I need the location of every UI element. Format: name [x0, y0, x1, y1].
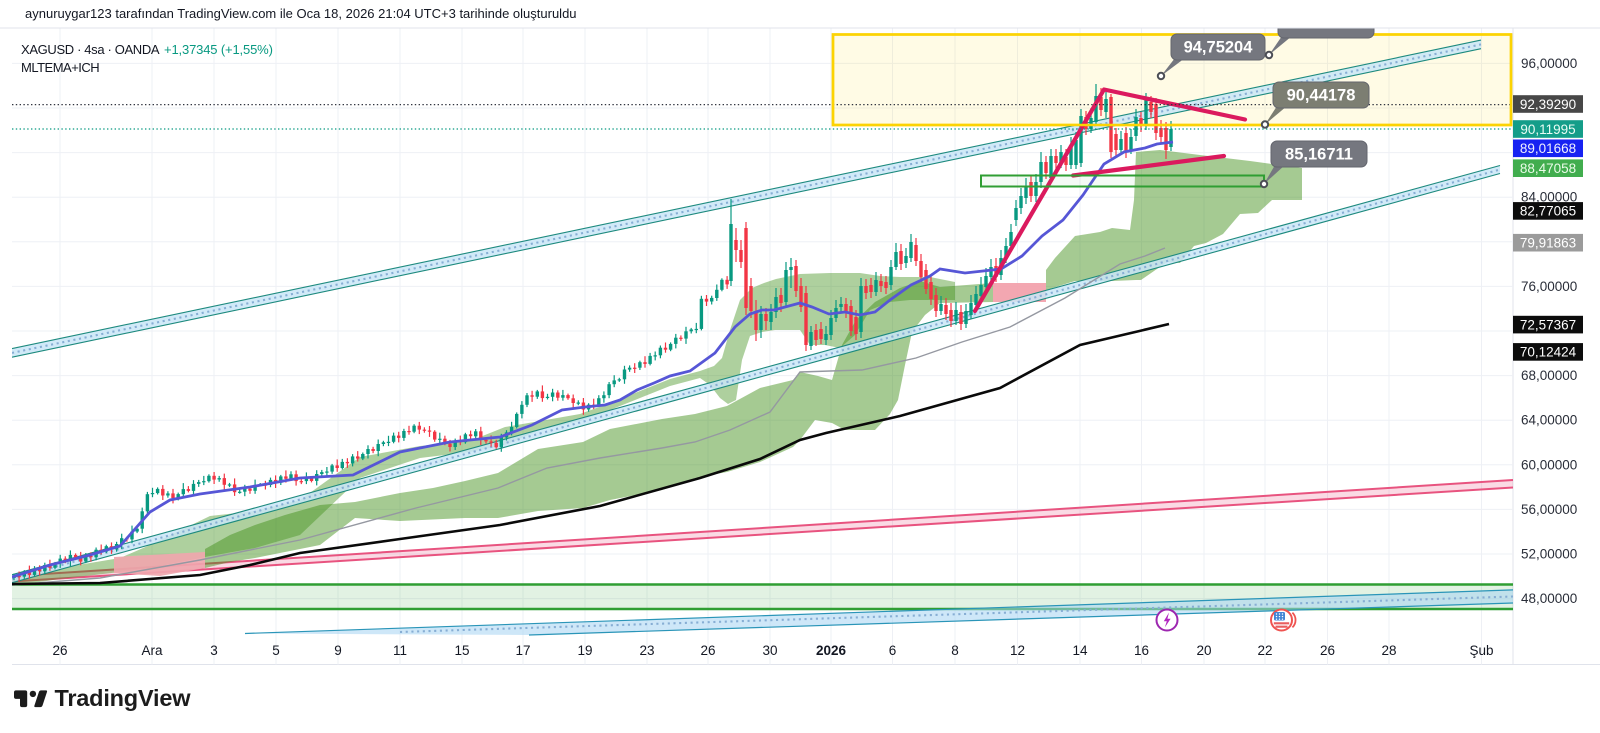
svg-text:17: 17: [515, 643, 530, 658]
svg-text:2026: 2026: [816, 643, 847, 658]
svg-text:70,12424: 70,12424: [1520, 345, 1577, 360]
svg-text:22: 22: [1257, 643, 1272, 658]
svg-text:89,01668: 89,01668: [1520, 141, 1576, 156]
svg-text:30: 30: [762, 643, 777, 658]
svg-text:92,39290: 92,39290: [1520, 97, 1576, 112]
svg-text:79,91863: 79,91863: [1520, 236, 1576, 251]
svg-text:26: 26: [700, 643, 715, 658]
svg-text:72,57367: 72,57367: [1520, 317, 1576, 332]
svg-text:12: 12: [1010, 643, 1025, 658]
svg-text:23: 23: [639, 643, 654, 658]
svg-text:19: 19: [577, 643, 592, 658]
svg-text:26: 26: [52, 643, 67, 658]
svg-text:Şub: Şub: [1469, 643, 1493, 658]
svg-text:82,77065: 82,77065: [1520, 204, 1576, 219]
svg-text:60,00000: 60,00000: [1521, 457, 1577, 472]
svg-text:3: 3: [210, 643, 218, 658]
svg-text:5: 5: [272, 643, 280, 658]
svg-text:48,00000: 48,00000: [1521, 591, 1577, 606]
svg-text:68,00000: 68,00000: [1521, 368, 1577, 383]
svg-text:85,16711: 85,16711: [1285, 146, 1353, 164]
svg-text:26: 26: [1320, 643, 1335, 658]
svg-text:64,00000: 64,00000: [1521, 413, 1577, 428]
svg-text:90,44178: 90,44178: [1287, 87, 1356, 105]
svg-text:14: 14: [1072, 643, 1088, 658]
svg-text:6: 6: [889, 643, 897, 658]
svg-text:11: 11: [393, 643, 407, 658]
svg-text:15: 15: [454, 643, 469, 658]
svg-text:76,00000: 76,00000: [1521, 279, 1577, 294]
svg-text:52,00000: 52,00000: [1521, 547, 1577, 562]
svg-text:TradingView: TradingView: [55, 685, 192, 711]
svg-text:8: 8: [951, 643, 959, 658]
svg-text:Ara: Ara: [141, 643, 163, 658]
svg-text:16: 16: [1134, 643, 1149, 658]
svg-text:20: 20: [1196, 643, 1211, 658]
svg-text:56,00000: 56,00000: [1521, 502, 1577, 517]
svg-text:90,11995: 90,11995: [1520, 122, 1575, 137]
svg-text:9: 9: [334, 643, 342, 658]
svg-text:94,75204: 94,75204: [1184, 39, 1254, 57]
svg-text:96,00000: 96,00000: [1521, 56, 1577, 71]
svg-text:88,47058: 88,47058: [1520, 161, 1576, 176]
svg-text:28: 28: [1381, 643, 1396, 658]
svg-text:84,00000: 84,00000: [1521, 190, 1577, 205]
